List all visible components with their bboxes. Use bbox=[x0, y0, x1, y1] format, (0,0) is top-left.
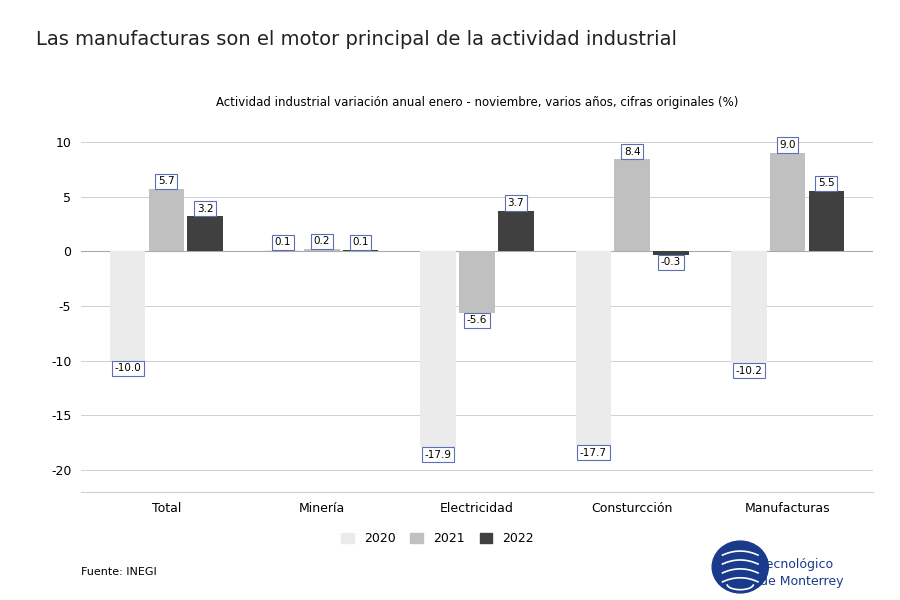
Bar bbox=[304, 249, 339, 251]
Bar bbox=[653, 251, 689, 254]
Text: -10.0: -10.0 bbox=[114, 364, 141, 373]
Legend: 2020, 2021, 2022: 2020, 2021, 2022 bbox=[341, 532, 534, 545]
Text: -17.9: -17.9 bbox=[425, 450, 452, 460]
Bar bbox=[343, 250, 378, 251]
Text: 3.7: 3.7 bbox=[508, 198, 524, 208]
Bar bbox=[110, 251, 146, 361]
Bar bbox=[576, 251, 611, 445]
Text: 5.5: 5.5 bbox=[818, 178, 834, 188]
Text: 0.2: 0.2 bbox=[313, 236, 330, 247]
Title: Actividad industrial variación anual enero - noviembre, varios años, cifras orig: Actividad industrial variación anual ene… bbox=[216, 96, 738, 109]
Bar bbox=[498, 211, 534, 251]
Text: 5.7: 5.7 bbox=[158, 176, 175, 186]
Bar bbox=[148, 189, 184, 251]
Text: -17.7: -17.7 bbox=[580, 448, 607, 458]
Text: 0.1: 0.1 bbox=[274, 238, 291, 247]
Text: Fuente: INEGI: Fuente: INEGI bbox=[81, 567, 157, 577]
Circle shape bbox=[712, 541, 769, 593]
Bar bbox=[615, 160, 650, 251]
Bar bbox=[420, 251, 456, 447]
Text: 3.2: 3.2 bbox=[197, 203, 213, 214]
Bar bbox=[265, 250, 301, 251]
Bar bbox=[770, 153, 806, 251]
Text: 9.0: 9.0 bbox=[779, 140, 796, 150]
Text: 0.1: 0.1 bbox=[352, 238, 369, 247]
Bar bbox=[808, 191, 844, 251]
Bar bbox=[459, 251, 495, 313]
Bar bbox=[731, 251, 767, 363]
Text: -0.3: -0.3 bbox=[661, 257, 681, 268]
Text: 8.4: 8.4 bbox=[624, 146, 641, 157]
Text: Las manufacturas son el motor principal de la actividad industrial: Las manufacturas son el motor principal … bbox=[36, 30, 677, 49]
Bar bbox=[187, 216, 223, 251]
Text: Tecnológico
de Monterrey: Tecnológico de Monterrey bbox=[760, 558, 844, 588]
Text: -10.2: -10.2 bbox=[735, 365, 762, 376]
Text: -5.6: -5.6 bbox=[467, 316, 487, 325]
